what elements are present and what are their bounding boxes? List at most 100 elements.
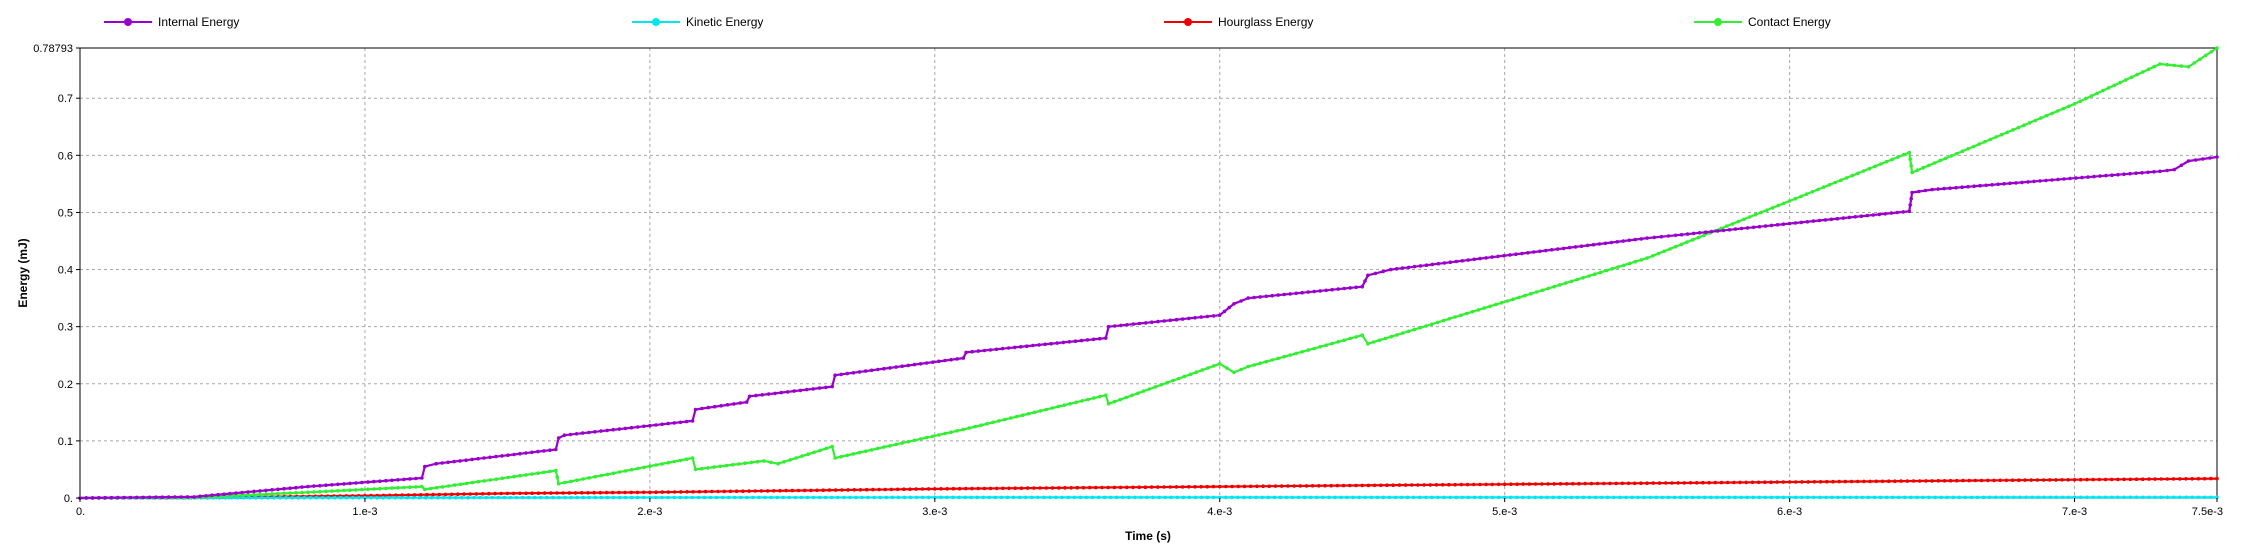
hourglass-energy-point bbox=[933, 487, 937, 491]
kinetic-energy-point bbox=[666, 495, 670, 500]
internal-energy-point bbox=[845, 371, 850, 376]
y-tick-label: 0. bbox=[64, 493, 73, 505]
contact-energy-point bbox=[743, 461, 747, 466]
contact-energy-point bbox=[1459, 313, 1463, 318]
internal-energy-point bbox=[2032, 179, 2036, 184]
kinetic-energy-point bbox=[1381, 495, 1386, 500]
kinetic-energy-point bbox=[454, 495, 458, 500]
hourglass-energy-point bbox=[926, 487, 931, 491]
internal-energy-point bbox=[1502, 253, 1506, 258]
hourglass-energy-point bbox=[2153, 477, 2157, 481]
internal-energy-point bbox=[252, 489, 256, 494]
internal-energy-point bbox=[1917, 189, 1921, 194]
internal-energy-point bbox=[1978, 183, 1982, 188]
hourglass-energy-point bbox=[1248, 484, 1253, 489]
kinetic-energy-point bbox=[2060, 495, 2065, 500]
hourglass-energy-point bbox=[1428, 483, 1433, 487]
hourglass-energy-point bbox=[1310, 484, 1315, 488]
hourglass-energy-point bbox=[1447, 482, 1451, 487]
internal-energy-point bbox=[1264, 294, 1268, 299]
kinetic-energy-point bbox=[1896, 495, 1901, 500]
hourglass-energy-point bbox=[1007, 486, 1011, 491]
kinetic-energy-point bbox=[1872, 495, 1877, 500]
contact-energy-point bbox=[1217, 362, 1222, 366]
hourglass-energy-point bbox=[1156, 485, 1160, 489]
kinetic-energy-point bbox=[1030, 495, 1034, 500]
contact-energy-point bbox=[1366, 342, 1370, 346]
internal-energy-point bbox=[2074, 176, 2078, 180]
internal-energy-point bbox=[1889, 211, 1894, 215]
hourglass-energy-point bbox=[2010, 478, 2015, 483]
hourglass-energy-point bbox=[1998, 478, 2002, 483]
internal-energy-point bbox=[2208, 156, 2212, 160]
hourglass-energy-point bbox=[493, 491, 497, 496]
internal-energy-point bbox=[1258, 295, 1262, 299]
kinetic-energy-point bbox=[1296, 495, 1301, 500]
hourglass-energy-point bbox=[1558, 482, 1563, 486]
contact-energy-point bbox=[1793, 196, 1798, 201]
contact-energy-point bbox=[599, 473, 604, 478]
kinetic-energy-point bbox=[1660, 495, 1665, 500]
kinetic-energy-point bbox=[1624, 495, 1628, 500]
kinetic-energy-point bbox=[1017, 495, 1022, 500]
contact-energy-point bbox=[548, 469, 552, 474]
internal-energy-point bbox=[1597, 242, 1602, 246]
kinetic-energy-point bbox=[393, 495, 398, 500]
hourglass-energy-point bbox=[1688, 481, 1693, 485]
contact-energy-point bbox=[2106, 86, 2111, 90]
kinetic-energy-point bbox=[993, 495, 998, 500]
contact-energy-point bbox=[452, 483, 457, 487]
contact-energy-point bbox=[524, 473, 528, 477]
kinetic-energy-point bbox=[1569, 495, 1574, 500]
contact-energy-point bbox=[1622, 263, 1626, 268]
kinetic-energy-point bbox=[854, 495, 858, 500]
hourglass-energy-point bbox=[1794, 480, 1798, 484]
hourglass-energy-point bbox=[2060, 478, 2064, 482]
kinetic-energy-point bbox=[1793, 495, 1798, 500]
kinetic-energy-point bbox=[1478, 495, 1483, 500]
hourglass-energy-point bbox=[951, 486, 956, 491]
internal-energy-point bbox=[1799, 220, 1804, 225]
kinetic-energy-point bbox=[2128, 495, 2133, 500]
legend-swatch-marker bbox=[1184, 18, 1192, 26]
internal-energy-markers bbox=[78, 155, 2219, 500]
kinetic-energy-point bbox=[1799, 495, 1804, 500]
contact-energy-point bbox=[2039, 116, 2043, 120]
hourglass-energy-point bbox=[703, 489, 708, 494]
internal-energy-point bbox=[1150, 320, 1154, 325]
hourglass-energy-point bbox=[1521, 482, 1525, 486]
contact-energy-point bbox=[1517, 295, 1521, 300]
contact-energy-point bbox=[1907, 150, 1912, 155]
kinetic-energy-point bbox=[266, 496, 270, 500]
kinetic-energy-point bbox=[1278, 495, 1283, 500]
internal-energy-point bbox=[1193, 316, 1197, 320]
contact-energy-point bbox=[839, 454, 843, 459]
hourglass-energy-point bbox=[784, 488, 788, 493]
internal-energy-point bbox=[270, 488, 274, 492]
contact-energy-point bbox=[2124, 78, 2128, 82]
contact-energy-point bbox=[788, 458, 792, 462]
contact-energy-point bbox=[1044, 407, 1049, 412]
internal-energy-point bbox=[1394, 267, 1399, 271]
hourglass-energy-point bbox=[691, 490, 695, 494]
contact-energy-point bbox=[997, 419, 1001, 423]
internal-energy-point bbox=[1079, 338, 1084, 343]
hourglass-energy-point bbox=[1032, 486, 1036, 490]
hourglass-energy-point bbox=[1112, 485, 1117, 490]
legend-label: Kinetic Energy bbox=[686, 15, 763, 29]
internal-energy-point bbox=[1685, 232, 1690, 236]
hourglass-energy-point bbox=[1050, 486, 1055, 490]
contact-energy-point bbox=[1424, 324, 1428, 328]
internal-energy-point bbox=[1727, 228, 1732, 232]
contact-energy-point bbox=[1645, 256, 1649, 260]
internal-energy-point bbox=[276, 487, 280, 492]
hourglass-energy-point bbox=[480, 492, 485, 496]
kinetic-energy-point bbox=[399, 495, 404, 500]
hourglass-energy-point bbox=[1781, 480, 1786, 484]
hourglass-energy-point bbox=[1168, 485, 1172, 489]
contact-energy-point bbox=[1736, 219, 1741, 224]
internal-energy-point bbox=[693, 407, 698, 412]
internal-energy-point bbox=[1472, 257, 1476, 262]
internal-energy-point bbox=[792, 389, 796, 393]
internal-energy-point bbox=[1156, 319, 1160, 324]
